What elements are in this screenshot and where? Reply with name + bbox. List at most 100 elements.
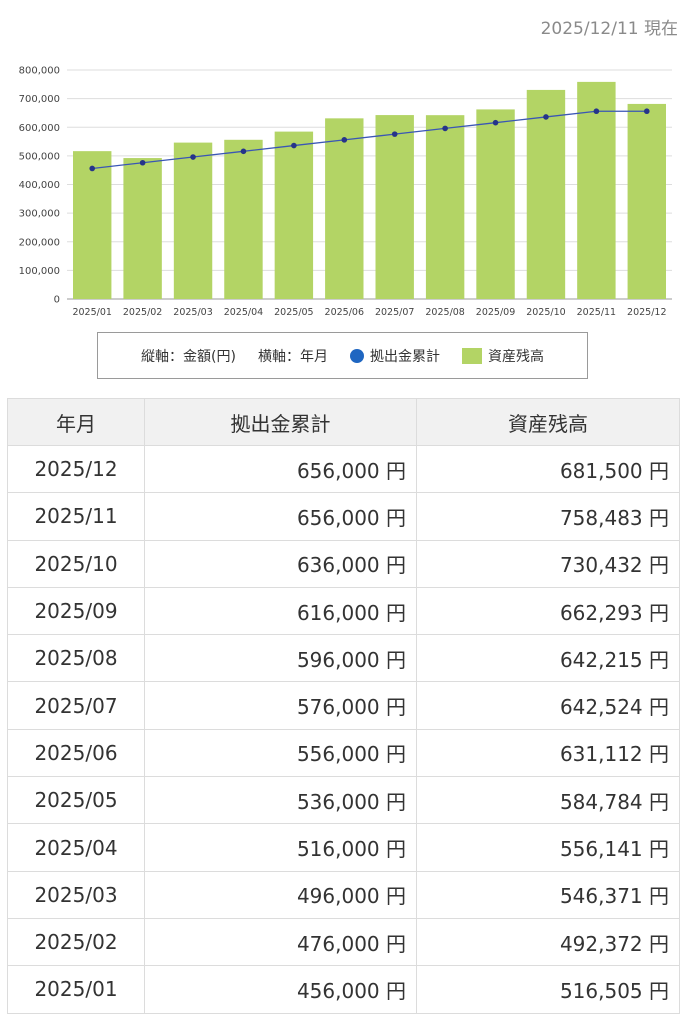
legend-contribution-label: 拠出金累計 (369, 348, 440, 365)
cell-month: 2025/05 (7, 776, 145, 825)
contribution-point (391, 131, 398, 137)
cell-contribution: 536,000 円 (144, 776, 417, 825)
x-tick-label: 2025/05 (274, 307, 313, 318)
cell-contribution: 616,000 円 (144, 586, 417, 636)
cell-balance: 662,293 円 (416, 586, 680, 636)
column-header: 拠出金累計 (144, 398, 417, 446)
bar (325, 118, 364, 299)
cell-contribution: 656,000 円 (144, 444, 417, 494)
contribution-point (492, 119, 499, 126)
cell-month: 2025/01 (7, 965, 145, 1014)
y-tick-label: 100,000 (19, 266, 60, 277)
x-tick-label: 2025/01 (72, 307, 111, 318)
cell-month: 2025/07 (7, 681, 145, 730)
contribution-point (442, 125, 448, 132)
cell-contribution: 456,000 円 (144, 965, 417, 1014)
cell-balance: 584,784 円 (416, 776, 680, 825)
x-tick-label: 2025/02 (123, 307, 162, 318)
table-row: 2025/07 576,000 円 642,524 円 (7, 681, 680, 730)
cell-month: 2025/10 (7, 539, 145, 588)
as-of-date: 2025/12/11 現在 (540, 19, 678, 39)
y-tick-label: 500,000 (19, 151, 60, 162)
contribution-point (139, 159, 146, 166)
cell-contribution: 636,000 円 (144, 539, 417, 588)
table-row: 2025/03 496,000 円 546,371 円 (7, 870, 680, 919)
table-row: 2025/02 476,000 円 492,372 円 (7, 917, 680, 967)
cell-contribution: 556,000 円 (144, 728, 417, 778)
contribution-point (89, 165, 96, 172)
cell-balance: 730,432 円 (416, 539, 680, 588)
table-row: 2025/10 636,000 円 730,432 円 (7, 539, 680, 588)
y-tick-label: 0 (54, 295, 60, 306)
table-row: 2025/12 656,000 円 681,500 円 (7, 444, 680, 494)
legend-horizontal-axis: 横軸：年月 (257, 348, 328, 365)
y-tick-label: 400,000 (19, 180, 60, 191)
x-tick-label: 2025/09 (476, 307, 515, 318)
bar (274, 131, 314, 299)
x-tick-label: 2025/10 (526, 307, 565, 318)
table-row: 2025/06 556,000 円 631,112 円 (7, 728, 680, 778)
table-row: 2025/01 456,000 円 516,505 円 (7, 965, 680, 1014)
cell-month: 2025/04 (7, 823, 145, 872)
x-tick-label: 2025/11 (577, 307, 616, 318)
legend-vertical-axis: 縦軸：金額(円) (141, 348, 236, 365)
cell-month: 2025/08 (7, 634, 145, 683)
bar (526, 89, 566, 299)
y-tick-label: 600,000 (19, 123, 60, 134)
y-tick-label: 800,000 (19, 66, 60, 77)
table-row: 2025/04 516,000 円 556,141 円 (7, 823, 680, 872)
cell-contribution: 596,000 円 (144, 634, 417, 683)
x-tick-label: 2025/08 (425, 307, 464, 318)
legend-square-icon (461, 347, 482, 364)
cell-month: 2025/03 (7, 870, 145, 919)
contribution-point (240, 148, 247, 155)
bar (224, 139, 263, 299)
balance-chart: 0 100,000 200,000 300,000 400,000 500,000 600,… (19, 66, 672, 318)
bar (73, 151, 112, 299)
cell-month: 2025/09 (7, 586, 145, 636)
x-tick-label: 2025/04 (224, 307, 263, 318)
contribution-point (190, 154, 196, 160)
x-tick-label: 2025/07 (375, 307, 414, 318)
contribution-point (593, 108, 600, 115)
legend-dot-icon (349, 348, 364, 363)
cell-contribution: 516,000 円 (144, 823, 417, 872)
cell-contribution: 656,000 円 (144, 492, 417, 541)
contribution-line (92, 110, 647, 170)
table-row: 2025/08 596,000 円 642,215 円 (7, 634, 680, 683)
contribution-point (643, 108, 650, 115)
table-row: 2025/05 536,000 円 584,784 円 (7, 776, 680, 825)
cell-balance: 758,483 円 (416, 492, 680, 541)
contribution-point (291, 142, 297, 149)
cell-balance: 516,505 円 (416, 965, 680, 1014)
cell-month: 2025/06 (7, 728, 145, 778)
y-tick-label: 200,000 (19, 237, 60, 248)
table-header-row: 年月 拠出金累計 資産残高 (7, 398, 680, 446)
y-tick-label: 700,000 (19, 94, 60, 105)
cell-contribution: 476,000 円 (144, 917, 417, 967)
cell-balance: 546,371 円 (416, 870, 680, 919)
bar (375, 115, 414, 299)
cell-balance: 681,500 円 (416, 444, 680, 494)
cell-balance: 642,524 円 (416, 681, 680, 730)
legend-balance-label: 資産残高 (487, 348, 544, 365)
legend-balance: 資産残高 (461, 346, 544, 366)
contribution-point (341, 137, 348, 143)
bar (173, 142, 213, 299)
cell-balance: 492,372 円 (416, 917, 680, 967)
cell-contribution: 496,000 円 (144, 870, 417, 919)
cell-month: 2025/11 (7, 492, 145, 541)
x-tick-label: 2025/12 (627, 307, 666, 318)
x-tick-label: 2025/06 (325, 307, 364, 318)
cell-balance: 642,215 円 (416, 634, 680, 683)
legend-contribution: 拠出金累計 (349, 346, 440, 366)
bar (627, 103, 666, 299)
history-table: 年月 拠出金累計 資産残高 2025/12 656,000 円 681,500 円 202… (7, 398, 680, 1014)
cell-contribution: 576,000 円 (144, 681, 417, 730)
chart-legend: 縦軸：金額(円) 横軸：年月 拠出金累計 資産残高 (97, 332, 588, 379)
cell-month: 2025/12 (7, 444, 145, 494)
column-header: 年月 (7, 398, 145, 446)
x-tick-label: 2025/03 (173, 307, 212, 318)
cell-balance: 631,112 円 (416, 728, 680, 778)
table-row: 2025/11 656,000 円 758,483 円 (7, 492, 680, 541)
